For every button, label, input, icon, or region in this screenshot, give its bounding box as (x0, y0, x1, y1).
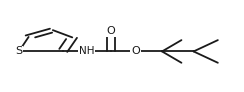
Text: O: O (131, 46, 140, 56)
Text: S: S (15, 46, 22, 56)
Text: NH: NH (79, 46, 95, 56)
Text: O: O (107, 26, 115, 36)
